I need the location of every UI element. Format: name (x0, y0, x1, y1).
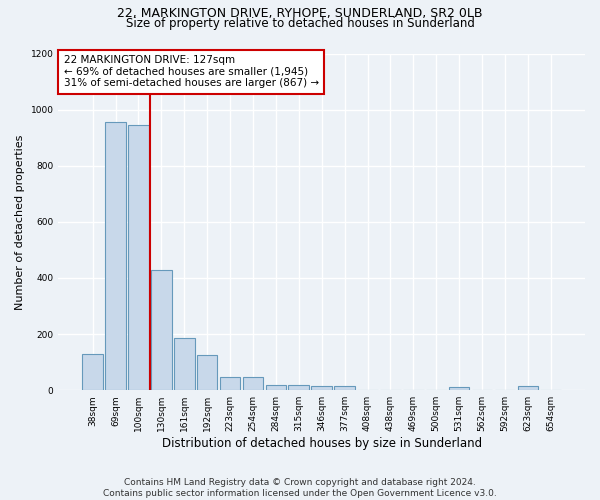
Text: 22, MARKINGTON DRIVE, RYHOPE, SUNDERLAND, SR2 0LB: 22, MARKINGTON DRIVE, RYHOPE, SUNDERLAND… (117, 8, 483, 20)
Bar (266, 384, 286, 390)
Bar (197, 355, 217, 390)
X-axis label: Distribution of detached houses by size in Sunderland: Distribution of detached houses by size … (161, 437, 482, 450)
Bar (334, 386, 355, 390)
Bar (242, 376, 263, 390)
Bar (82, 354, 103, 390)
Bar (449, 387, 469, 390)
Bar (174, 338, 194, 390)
Bar (128, 125, 149, 390)
Bar (220, 376, 241, 390)
Bar (518, 386, 538, 390)
Text: Size of property relative to detached houses in Sunderland: Size of property relative to detached ho… (125, 18, 475, 30)
Bar (289, 384, 309, 390)
Y-axis label: Number of detached properties: Number of detached properties (15, 134, 25, 310)
Bar (151, 270, 172, 390)
Bar (105, 122, 126, 390)
Bar (311, 386, 332, 390)
Text: 22 MARKINGTON DRIVE: 127sqm
← 69% of detached houses are smaller (1,945)
31% of : 22 MARKINGTON DRIVE: 127sqm ← 69% of det… (64, 55, 319, 88)
Text: Contains HM Land Registry data © Crown copyright and database right 2024.
Contai: Contains HM Land Registry data © Crown c… (103, 478, 497, 498)
